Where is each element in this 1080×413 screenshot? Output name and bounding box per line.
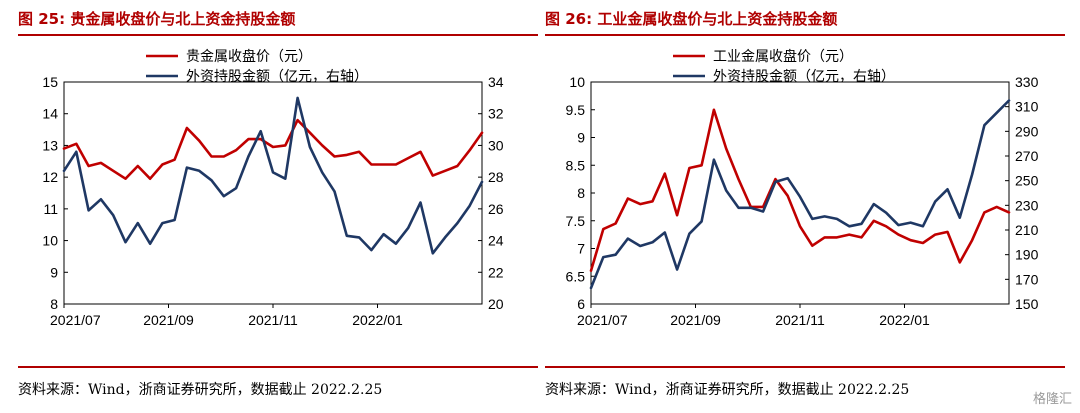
right-axis-tick-label: 32 bbox=[488, 106, 504, 122]
x-axis-tick-label: 2021/11 bbox=[775, 312, 825, 328]
series-line-foreign-holdings bbox=[589, 99, 1011, 290]
x-axis-tick-label: 2022/01 bbox=[352, 312, 403, 328]
right-axis-tick-label: 26 bbox=[488, 201, 504, 217]
legend-label: 工业金属收盘价（元） bbox=[713, 48, 853, 65]
industrial-metals-chart: 6 6.5 7 7.5 8 8.5 9 9.5 10 150 170 190 210 230 250 270 2… bbox=[566, 48, 1039, 328]
right-axis-tick-label: 290 bbox=[1015, 123, 1039, 139]
chart-panel-precious-metals: 图 25: 贵金属收盘价与北上资金持股金额 8 9 10 11 12 13 14 15 20 22… bbox=[18, 0, 538, 398]
precious-metals-chart: 8 9 10 11 12 13 14 15 20 22 24 26 28 30 32 34 2021/07 202… bbox=[42, 48, 504, 328]
right-axis-tick-label: 190 bbox=[1015, 247, 1039, 263]
watermark-logo: 格隆汇 bbox=[1032, 392, 1072, 407]
left-axis-tick-label: 9 bbox=[577, 130, 585, 146]
chart-title: 图 25: 贵金属收盘价与北上资金持股金额 bbox=[18, 10, 296, 28]
left-axis-tick-label: 10 bbox=[42, 233, 58, 249]
right-axis-tick-label: 270 bbox=[1015, 148, 1039, 164]
x-axis-tick-label: 2021/07 bbox=[577, 312, 628, 328]
right-axis-tick-label: 34 bbox=[488, 74, 504, 90]
chart-title: 图 26: 工业金属收盘价与北上资金持股金额 bbox=[545, 10, 838, 28]
left-axis-tick-label: 15 bbox=[42, 74, 58, 90]
right-axis-tick-label: 22 bbox=[488, 264, 504, 280]
left-axis-tick-label: 6 bbox=[577, 296, 585, 312]
left-axis-tick-label: 7 bbox=[577, 241, 585, 257]
left-axis-tick-label: 6.5 bbox=[566, 268, 586, 284]
right-axis-tick-label: 28 bbox=[488, 169, 504, 185]
series-line-foreign-holdings bbox=[62, 96, 484, 255]
legend-label: 贵金属收盘价（元） bbox=[186, 48, 312, 65]
right-axis-tick-label: 230 bbox=[1015, 197, 1039, 213]
left-axis-tick-label: 14 bbox=[42, 106, 58, 122]
right-axis-tick-label: 24 bbox=[488, 233, 504, 249]
source-note: 资料来源：Wind，浙商证券研究所，数据截止 2022.2.25 bbox=[545, 382, 910, 398]
left-axis-tick-label: 10 bbox=[569, 74, 585, 90]
right-axis-tick-label: 250 bbox=[1015, 173, 1039, 189]
right-axis-tick-label: 330 bbox=[1015, 74, 1039, 90]
left-axis-tick-label: 13 bbox=[42, 137, 58, 153]
x-axis-tick-label: 2021/09 bbox=[670, 312, 721, 328]
source-note: 资料来源：Wind，浙商证券研究所，数据截止 2022.2.25 bbox=[18, 382, 383, 398]
left-axis-tick-label: 11 bbox=[43, 201, 58, 217]
source-rule bbox=[18, 366, 538, 368]
legend-label: 外资持股金额（亿元，右轴） bbox=[186, 69, 368, 85]
title-rule bbox=[18, 34, 538, 36]
x-axis-tick-label: 2021/07 bbox=[50, 312, 101, 328]
x-axis-tick-label: 2021/11 bbox=[248, 312, 298, 328]
source-rule bbox=[545, 366, 1065, 368]
left-axis-tick-label: 8.5 bbox=[566, 157, 586, 173]
left-axis-tick-label: 8 bbox=[50, 296, 58, 312]
plot-frame bbox=[63, 81, 483, 305]
right-axis-tick-label: 30 bbox=[488, 137, 504, 153]
right-axis-tick-label: 150 bbox=[1015, 296, 1039, 312]
x-axis-tick-label: 2022/01 bbox=[879, 312, 930, 328]
right-axis-tick-label: 20 bbox=[488, 296, 504, 312]
left-axis-tick-label: 7.5 bbox=[566, 213, 586, 229]
left-axis-tick-label: 12 bbox=[42, 169, 58, 185]
right-axis-tick-label: 210 bbox=[1015, 222, 1039, 238]
series-line-closing-price bbox=[62, 118, 484, 180]
left-axis-tick-label: 9 bbox=[50, 264, 58, 280]
x-axis-tick-label: 2021/09 bbox=[143, 312, 194, 328]
title-rule bbox=[545, 34, 1065, 36]
right-axis-tick-label: 310 bbox=[1015, 99, 1039, 115]
legend-label: 外资持股金额（亿元，右轴） bbox=[713, 69, 895, 85]
plot-frame bbox=[590, 81, 1010, 305]
chart-panel-industrial-metals: 图 26: 工业金属收盘价与北上资金持股金额 6 6.5 7 7.5 8 8.5 9 9.5 1… bbox=[545, 0, 1065, 398]
left-axis-tick-label: 9.5 bbox=[566, 102, 586, 118]
left-axis-tick-label: 8 bbox=[577, 185, 585, 201]
right-axis-tick-label: 170 bbox=[1015, 271, 1039, 287]
series-line-closing-price bbox=[589, 108, 1011, 272]
